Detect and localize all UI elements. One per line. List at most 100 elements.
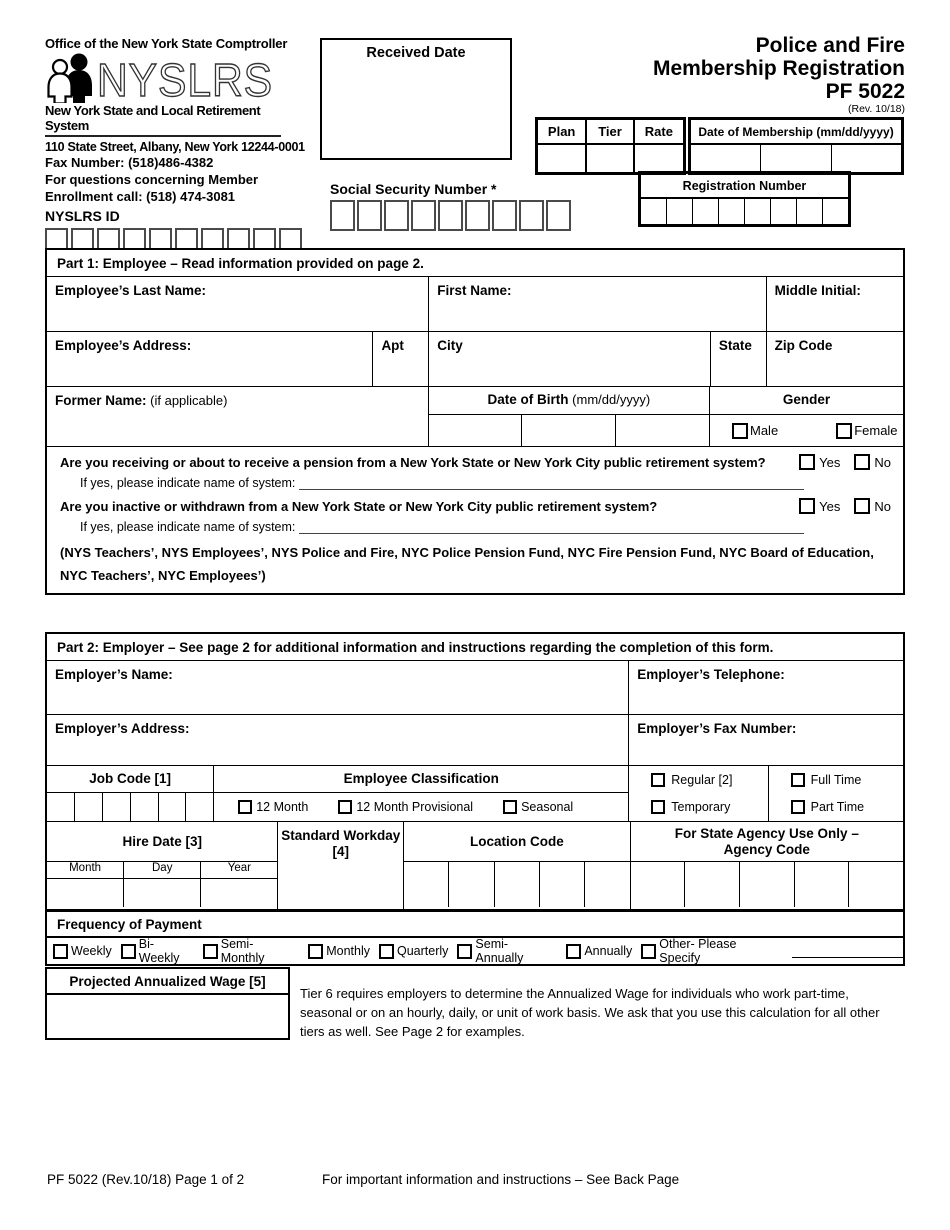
- agency-code-box[interactable]: [631, 862, 686, 907]
- state-field[interactable]: State: [711, 332, 767, 386]
- hire-month-cell[interactable]: [47, 879, 125, 907]
- registration-number-cell[interactable]: [797, 199, 823, 224]
- checkbox[interactable]: [836, 422, 853, 439]
- hire-year-cell[interactable]: [201, 879, 277, 907]
- checkbox[interactable]: [308, 943, 324, 959]
- standard-workday-column[interactable]: Standard Workday [4]: [278, 822, 405, 909]
- registration-number-cell[interactable]: [823, 199, 848, 224]
- job-code-box[interactable]: [103, 793, 131, 821]
- registration-number-cell[interactable]: [641, 199, 667, 224]
- checkbox[interactable]: [799, 454, 816, 470]
- ssn-box[interactable]: [465, 200, 490, 231]
- dob-cell[interactable]: [616, 415, 709, 446]
- registration-number-cell[interactable]: [771, 199, 797, 224]
- location-code-box[interactable]: [404, 862, 450, 907]
- agency-code-box[interactable]: [849, 862, 903, 907]
- employer-fax-field[interactable]: Employer’s Fax Number:: [629, 715, 903, 765]
- plan-cell[interactable]: [538, 145, 588, 172]
- agency-code-box[interactable]: [685, 862, 740, 907]
- ssn-box[interactable]: [384, 200, 409, 231]
- checkbox[interactable]: [641, 943, 657, 959]
- ssn-box[interactable]: [357, 200, 382, 231]
- employer-phone-field[interactable]: Employer’s Telephone:: [629, 661, 903, 714]
- dob-cell[interactable]: [522, 415, 617, 446]
- membership-date-cell[interactable]: [761, 145, 832, 172]
- status-column-2: Full Time Part Time: [769, 766, 903, 821]
- checkbox[interactable]: [651, 800, 666, 815]
- registration-number-cell[interactable]: [719, 199, 745, 224]
- dob-label: Date of Birth: [487, 392, 569, 407]
- checkbox[interactable]: [202, 943, 218, 959]
- ssn-box[interactable]: [330, 200, 355, 231]
- checkbox-label: Yes: [819, 454, 841, 470]
- frequency-row: Weekly Bi-Weekly Semi- Monthly Monthly Quart…: [47, 937, 903, 965]
- system-name-line-1[interactable]: [299, 477, 805, 490]
- apt-field[interactable]: Apt: [373, 332, 430, 386]
- first-name-field[interactable]: First Name:: [429, 277, 767, 331]
- last-name-field[interactable]: Employee’s Last Name:: [47, 277, 430, 331]
- zip-field[interactable]: Zip Code: [767, 332, 903, 386]
- registration-number-cell[interactable]: [693, 199, 719, 224]
- checkbox-label: Regular [2]: [671, 772, 733, 787]
- ssn-box[interactable]: [519, 200, 544, 231]
- tier-cell[interactable]: [587, 145, 635, 172]
- checkbox[interactable]: [566, 943, 582, 959]
- employee-address-field[interactable]: Employee’s Address:: [47, 332, 374, 386]
- registration-number-cell[interactable]: [745, 199, 771, 224]
- checkbox[interactable]: [651, 772, 666, 787]
- ssn-box[interactable]: [438, 200, 463, 231]
- employer-address-field[interactable]: Employer’s Address:: [47, 715, 630, 765]
- city-field[interactable]: City: [429, 332, 711, 386]
- membership-date-cell[interactable]: [832, 145, 901, 172]
- zip-label: Zip Code: [774, 338, 833, 353]
- checkbox[interactable]: [53, 943, 68, 959]
- employee-classification-label: Employee Classification: [214, 766, 629, 793]
- employer-name-field[interactable]: Employer’s Name:: [47, 661, 630, 714]
- checkbox[interactable]: [457, 943, 473, 959]
- membership-date-cell[interactable]: [691, 145, 762, 172]
- job-code-box[interactable]: [47, 793, 75, 821]
- job-code-box[interactable]: [186, 793, 213, 821]
- job-code-box[interactable]: [75, 793, 103, 821]
- agency-code-box[interactable]: [795, 862, 850, 907]
- location-code-box[interactable]: [585, 862, 629, 907]
- agency-code-box[interactable]: [740, 862, 795, 907]
- question1-text: Are you receiving or about to receive a …: [60, 454, 766, 470]
- job-code-box[interactable]: [159, 793, 187, 821]
- checkbox-option: Semi- Monthly: [202, 937, 299, 965]
- checkbox[interactable]: [799, 498, 816, 514]
- wage-field[interactable]: [47, 995, 288, 1038]
- dob-cell[interactable]: [429, 415, 523, 446]
- location-code-box[interactable]: [495, 862, 541, 907]
- checkbox[interactable]: [732, 422, 748, 439]
- location-code-box[interactable]: [449, 862, 495, 907]
- middle-initial-field[interactable]: Middle Initial:: [767, 277, 903, 331]
- checkbox[interactable]: [854, 498, 871, 514]
- received-date-box[interactable]: Received Date: [320, 38, 512, 160]
- checkbox-option: 12 Month Provisional: [338, 800, 473, 814]
- checkbox[interactable]: [238, 800, 253, 814]
- job-code-box[interactable]: [131, 793, 159, 821]
- checkbox[interactable]: [120, 943, 136, 959]
- rate-cell[interactable]: [635, 145, 683, 172]
- ssn-box[interactable]: [492, 200, 517, 231]
- job-code-label: Job Code [1]: [47, 766, 214, 793]
- checkbox-option: Bi-Weekly: [120, 937, 194, 965]
- checkbox[interactable]: [790, 800, 805, 815]
- questions-line-1: For questions concerning Member: [45, 172, 259, 187]
- checkbox[interactable]: [338, 800, 353, 814]
- checkbox[interactable]: [854, 454, 871, 470]
- former-name-field[interactable]: Former Name: (if applicable): [47, 387, 429, 446]
- ssn-box[interactable]: [546, 200, 571, 231]
- ssn-box[interactable]: [411, 200, 436, 231]
- checkbox-label: Seasonal: [521, 800, 574, 814]
- checkbox[interactable]: [503, 800, 518, 814]
- checkbox[interactable]: [790, 772, 805, 787]
- system-name-line-2[interactable]: [299, 521, 805, 534]
- other-specify-line[interactable]: [791, 945, 903, 958]
- hire-day-cell[interactable]: [124, 879, 202, 907]
- registration-number-cell[interactable]: [667, 199, 693, 224]
- checkbox[interactable]: [379, 943, 394, 959]
- first-name-label: First Name:: [437, 283, 512, 298]
- location-code-box[interactable]: [540, 862, 586, 907]
